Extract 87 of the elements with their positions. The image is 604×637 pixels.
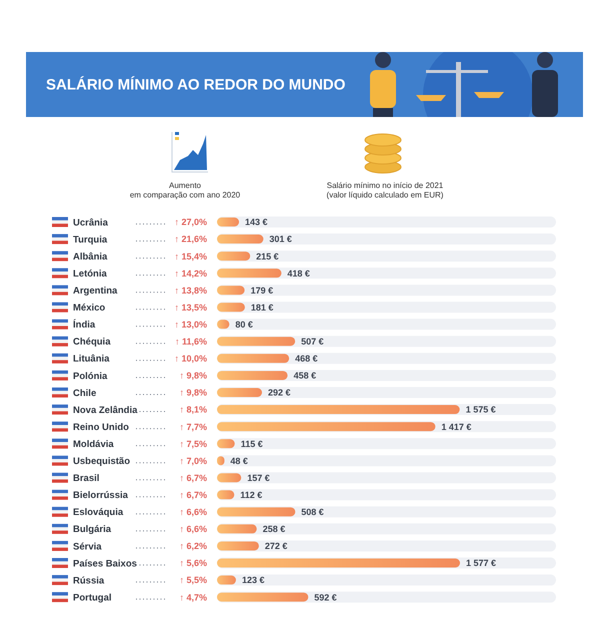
y-tick-label: Eslováquia xyxy=(73,507,124,518)
data-label: 458 € xyxy=(294,370,316,381)
text: ↑ 7,5% xyxy=(179,438,207,449)
data-label: 468 € xyxy=(295,354,318,364)
text: ↑ 21,6% xyxy=(174,234,207,244)
data-label: 123 € xyxy=(242,575,264,586)
y-tick-label: Nova Zelândia xyxy=(73,404,138,416)
text: ↑ 7,0% xyxy=(179,456,207,466)
y-tick-label: Albânia xyxy=(73,251,108,262)
y-tick-label: Países Baixos xyxy=(73,558,137,570)
text: ↑ 11,6% xyxy=(174,336,207,346)
text: ↑ 10,0% xyxy=(174,354,207,364)
data-label: 272 € xyxy=(264,541,288,552)
text: ↑ 7,7% xyxy=(179,422,207,432)
text: ↑ 27,0% xyxy=(174,217,207,228)
data-label: 258 € xyxy=(262,524,286,534)
y-tick-label: Usbequistão xyxy=(73,456,130,468)
bar xyxy=(217,507,296,516)
bar xyxy=(217,218,240,226)
data-label: 80 € xyxy=(235,319,253,330)
bar xyxy=(217,541,259,550)
text: ↑ 15,4% xyxy=(174,251,207,262)
text: ↑ 14,2% xyxy=(174,268,207,278)
bar xyxy=(217,370,288,380)
data-label: 508 € xyxy=(301,507,324,517)
text: ↑ 9,8% xyxy=(179,370,207,381)
text: ↑ 6,7% xyxy=(179,490,207,500)
data-label: 418 € xyxy=(287,268,310,278)
bar xyxy=(217,286,245,295)
y-tick-label: México xyxy=(73,302,106,314)
y-tick-label: Sérvia xyxy=(73,541,102,552)
data-label: 179 € xyxy=(250,285,274,296)
y-tick-label: Lituânia xyxy=(73,354,110,365)
data-label: 292 € xyxy=(268,388,291,398)
y-tick-label: Portugal xyxy=(73,592,112,604)
y-tick-label: Chéquia xyxy=(73,336,112,348)
y-tick-label: Argentina xyxy=(73,286,118,297)
bar xyxy=(217,234,264,244)
chart-title: SALÁRIO MÍNIMO AO REDOR DO MUNDO xyxy=(46,75,346,94)
y-tick-label: Índia xyxy=(73,318,96,331)
text: Aumento em comparação com ano 2020 xyxy=(130,181,241,200)
y-tick-label: Moldávia xyxy=(73,438,114,450)
data-label: 301 € xyxy=(269,234,292,244)
data-label: 112 € xyxy=(240,490,262,500)
bar xyxy=(217,354,290,363)
y-tick-label: Rússia xyxy=(73,575,105,586)
text: ↑ 6,7% xyxy=(179,472,207,483)
data-label: 507 € xyxy=(301,336,324,346)
data-label: 1 577 € xyxy=(466,558,496,568)
text: ↑ 13,5% xyxy=(174,302,207,312)
y-tick-label: Chile xyxy=(73,388,96,399)
text: ↑ 5,6% xyxy=(179,558,207,568)
y-tick-label: Letónia xyxy=(73,268,108,280)
data-label: 1 575 € xyxy=(466,404,496,415)
text: ↑ 5,5% xyxy=(179,575,207,586)
y-tick-label: Reino Unido xyxy=(73,422,130,433)
text: ↑ 13,0% xyxy=(174,319,207,330)
bar xyxy=(217,388,262,397)
data-label: 143 € xyxy=(245,217,268,228)
bar xyxy=(217,473,242,482)
y-tick-label: Polónia xyxy=(73,370,108,382)
data-label: 48 € xyxy=(230,456,248,466)
bar xyxy=(217,252,250,261)
text: ↑ 6,2% xyxy=(179,541,207,552)
y-tick-label: Ucrânia xyxy=(73,217,109,228)
y-tick-label: Bulgária xyxy=(73,524,112,536)
bar xyxy=(217,592,308,602)
text: ↑ 6,6% xyxy=(179,507,207,517)
x-axis-title: Salário mínimo no início de 2021 (valor líquido calculado em EUR) xyxy=(326,181,444,200)
text: ↑ 13,8% xyxy=(174,285,207,296)
y-tick-label: Brasil xyxy=(73,473,100,484)
data-label: 592 € xyxy=(314,592,337,602)
bar xyxy=(217,268,282,278)
text: ↑ 9,8% xyxy=(179,388,207,398)
bar xyxy=(217,336,296,346)
text: ↑ 4,7% xyxy=(179,592,207,602)
y-tick-label: Turquia xyxy=(73,234,108,246)
text: ↑ 8,1% xyxy=(179,404,207,415)
data-label: 181 € xyxy=(250,302,274,312)
data-label: 215 € xyxy=(256,251,279,262)
text: ↑ 6,6% xyxy=(179,524,207,534)
y-tick-label: Bielorrússia xyxy=(73,490,129,502)
data-label: 157 € xyxy=(247,472,270,483)
data-label: 115 € xyxy=(240,438,263,449)
bar xyxy=(217,302,245,312)
data-label: 1 417 € xyxy=(441,422,472,432)
bar xyxy=(217,524,257,534)
